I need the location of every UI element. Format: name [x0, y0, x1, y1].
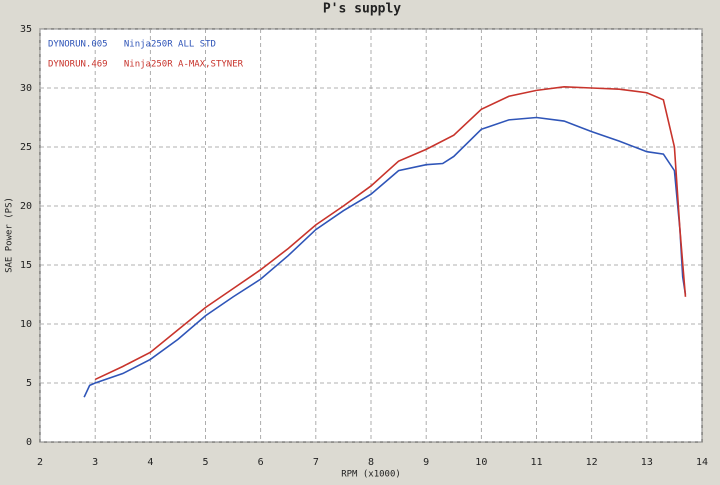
y-tick-label: 0: [26, 437, 32, 448]
x-tick-label: 10: [475, 457, 487, 468]
x-tick-label: 9: [423, 457, 429, 468]
x-tick-label: 4: [147, 457, 153, 468]
y-tick-label: 5: [26, 378, 32, 389]
series-line: [94, 86, 687, 381]
y-tick-label: 30: [20, 83, 32, 94]
y-tick-label: 20: [20, 201, 32, 212]
y-tick-label: 25: [20, 142, 32, 153]
y-tick-label: 35: [20, 24, 32, 35]
chart-title: P's supply: [323, 2, 401, 17]
x-tick-label: 13: [641, 457, 653, 468]
x-tick-label: 12: [586, 457, 598, 468]
y-tick-label: 15: [20, 260, 32, 271]
x-tick-label: 5: [202, 457, 208, 468]
x-tick-label: 7: [313, 457, 319, 468]
y-axis-label: SAE Power (PS): [5, 197, 15, 273]
x-tick-label: 3: [92, 457, 98, 468]
legend-entry: DYNORUN.005 Ninja250R ALL STD: [48, 40, 216, 50]
x-tick-label: 11: [530, 457, 542, 468]
x-tick-label: 6: [258, 457, 264, 468]
series-line: [83, 116, 687, 398]
x-tick-label: 8: [368, 457, 374, 468]
x-axis-label: RPM (x1000): [341, 470, 401, 480]
x-tick-label: 14: [696, 457, 708, 468]
y-tick-label: 10: [20, 319, 32, 330]
legend-entry: DYNORUN.469 Ninja250R A-MAX,STYNER: [48, 60, 244, 70]
x-tick-label: 2: [37, 457, 43, 468]
